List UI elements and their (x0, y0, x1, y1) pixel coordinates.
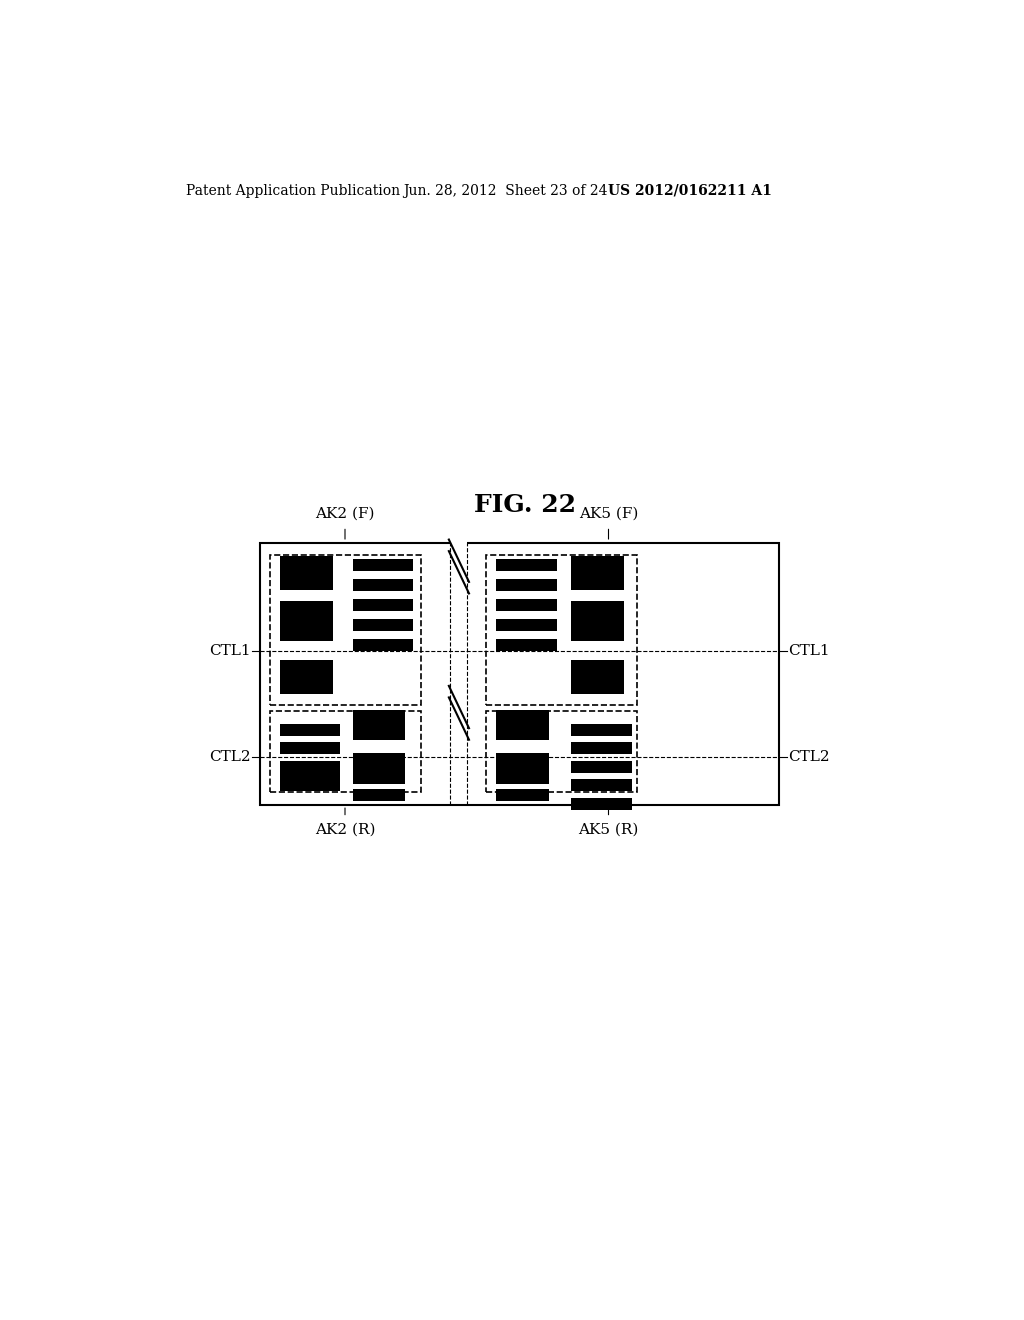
Bar (352, 710, 406, 739)
Bar (571, 723, 632, 737)
Bar (452, 682, 467, 739)
Bar (571, 556, 624, 590)
Bar (571, 797, 632, 810)
Bar (280, 556, 333, 590)
Bar (270, 711, 421, 792)
Bar (571, 660, 624, 693)
Bar (496, 619, 557, 631)
Bar (260, 544, 779, 805)
Bar (486, 554, 637, 705)
Text: AK2 (F): AK2 (F) (315, 507, 375, 521)
Bar (496, 789, 549, 801)
Bar (571, 779, 632, 792)
Bar (352, 789, 406, 801)
Bar (280, 601, 333, 642)
Text: CTL1: CTL1 (209, 644, 251, 659)
Bar (352, 639, 414, 651)
Bar (280, 772, 340, 784)
Bar (352, 578, 414, 591)
Bar (452, 536, 467, 594)
Bar (280, 660, 333, 693)
Bar (352, 599, 414, 611)
Bar (496, 639, 557, 651)
Text: Jun. 28, 2012  Sheet 23 of 24: Jun. 28, 2012 Sheet 23 of 24 (403, 183, 607, 198)
Bar (352, 752, 406, 784)
Bar (280, 723, 340, 737)
Text: CTL1: CTL1 (788, 644, 829, 659)
Bar (571, 601, 624, 642)
Bar (280, 760, 340, 774)
Text: AK5 (R): AK5 (R) (579, 822, 639, 837)
Bar (270, 554, 421, 705)
Text: AK5 (F): AK5 (F) (579, 507, 638, 521)
Text: CTL2: CTL2 (209, 750, 251, 764)
Bar (280, 742, 340, 755)
Text: FIG. 22: FIG. 22 (474, 492, 575, 517)
Bar (280, 779, 340, 792)
Text: CTL2: CTL2 (788, 750, 829, 764)
Bar (571, 760, 632, 774)
Text: AK2 (R): AK2 (R) (314, 822, 375, 837)
Bar (496, 578, 557, 591)
Bar (496, 710, 549, 739)
Bar (352, 619, 414, 631)
Bar (496, 558, 557, 572)
Bar (571, 742, 632, 755)
Bar (486, 711, 637, 792)
Bar (352, 558, 414, 572)
Bar (496, 599, 557, 611)
Text: US 2012/0162211 A1: US 2012/0162211 A1 (608, 183, 772, 198)
Text: Patent Application Publication: Patent Application Publication (186, 183, 400, 198)
Bar (496, 752, 549, 784)
